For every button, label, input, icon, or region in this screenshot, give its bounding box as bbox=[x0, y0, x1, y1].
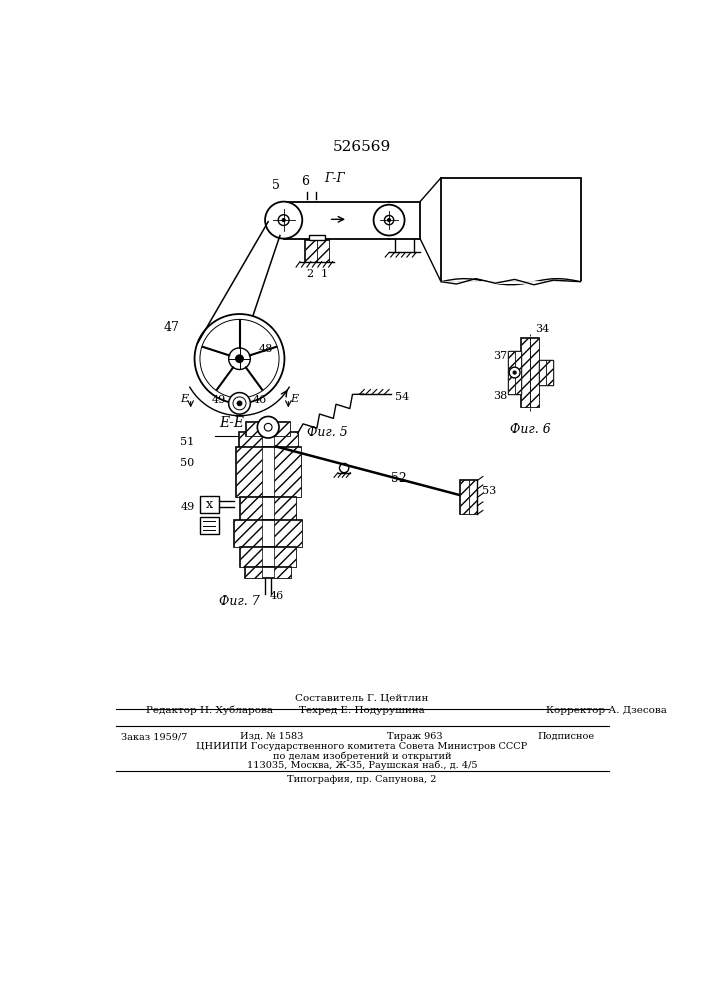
Bar bbox=[521, 338, 530, 407]
Text: 5: 5 bbox=[272, 179, 280, 192]
Circle shape bbox=[373, 205, 404, 235]
Text: Составитель Г. Цейтлин: Составитель Г. Цейтлин bbox=[296, 694, 428, 703]
Bar bbox=[469, 480, 477, 514]
Circle shape bbox=[200, 319, 279, 398]
Bar bbox=[521, 338, 539, 407]
Circle shape bbox=[228, 393, 250, 414]
Circle shape bbox=[264, 423, 272, 431]
Circle shape bbox=[513, 371, 516, 374]
Text: E: E bbox=[291, 394, 299, 404]
Text: 37: 37 bbox=[493, 351, 507, 361]
Text: 46: 46 bbox=[252, 395, 267, 405]
Circle shape bbox=[387, 219, 391, 222]
Text: Редактор Н. Хубларова: Редактор Н. Хубларова bbox=[146, 706, 274, 715]
Text: 34: 34 bbox=[534, 324, 549, 334]
Text: 46: 46 bbox=[270, 591, 284, 601]
Bar bbox=[200, 517, 218, 534]
Bar bbox=[274, 447, 300, 497]
Bar bbox=[240, 547, 262, 567]
Bar bbox=[530, 338, 539, 407]
Circle shape bbox=[265, 202, 303, 239]
Text: 50: 50 bbox=[180, 458, 194, 468]
Bar bbox=[309, 235, 325, 240]
Text: 51: 51 bbox=[180, 437, 194, 447]
Bar bbox=[305, 240, 329, 262]
Bar bbox=[274, 497, 296, 520]
Bar bbox=[245, 567, 262, 578]
Text: ЦНИИПИ Государственного комитета Совета Министров СССР: ЦНИИПИ Государственного комитета Совета … bbox=[197, 742, 527, 751]
Bar bbox=[239, 432, 262, 447]
Text: 2: 2 bbox=[306, 269, 313, 279]
Text: Заказ 1959/7: Заказ 1959/7 bbox=[121, 732, 187, 741]
Text: 47: 47 bbox=[163, 321, 179, 334]
Bar bbox=[240, 547, 296, 567]
Circle shape bbox=[339, 463, 349, 473]
Bar bbox=[547, 360, 554, 385]
Circle shape bbox=[228, 348, 250, 369]
Circle shape bbox=[257, 416, 279, 438]
Bar bbox=[239, 432, 298, 447]
Circle shape bbox=[233, 397, 246, 410]
Circle shape bbox=[194, 314, 284, 403]
Text: 54: 54 bbox=[395, 392, 409, 402]
Circle shape bbox=[235, 355, 243, 363]
Bar bbox=[235, 447, 262, 497]
Bar bbox=[515, 351, 521, 394]
Bar bbox=[200, 496, 218, 513]
Bar bbox=[247, 422, 262, 436]
Bar bbox=[539, 360, 554, 385]
Text: Фиг. 7: Фиг. 7 bbox=[218, 595, 259, 608]
Text: 1: 1 bbox=[321, 269, 328, 279]
Bar bbox=[240, 497, 296, 520]
Text: Фиг. 6: Фиг. 6 bbox=[510, 423, 551, 436]
Text: 48: 48 bbox=[259, 344, 274, 354]
Bar bbox=[305, 240, 317, 262]
Text: Подписное: Подписное bbox=[538, 732, 595, 741]
Bar bbox=[274, 567, 291, 578]
Text: Корректор А. Дзесова: Корректор А. Дзесова bbox=[546, 706, 667, 715]
Circle shape bbox=[279, 215, 289, 225]
Bar bbox=[508, 351, 521, 394]
Text: Техред Е. Подурушина: Техред Е. Подурушина bbox=[299, 706, 425, 715]
Bar bbox=[274, 547, 296, 567]
Text: 52: 52 bbox=[390, 472, 407, 485]
Text: 49: 49 bbox=[180, 502, 194, 512]
Bar bbox=[240, 497, 262, 520]
Bar bbox=[247, 422, 290, 436]
Text: 6: 6 bbox=[300, 175, 309, 188]
Text: Типография, пр. Сапунова, 2: Типография, пр. Сапунова, 2 bbox=[287, 774, 437, 784]
Bar bbox=[274, 432, 298, 447]
Bar bbox=[508, 351, 515, 394]
Bar bbox=[441, 178, 580, 282]
Text: Е-Е: Е-Е bbox=[219, 416, 244, 430]
Bar bbox=[234, 520, 262, 547]
Bar bbox=[235, 447, 300, 497]
Text: Изд. № 1583: Изд. № 1583 bbox=[240, 732, 303, 741]
Bar bbox=[274, 422, 290, 436]
Bar bbox=[234, 520, 303, 547]
Text: Тираж 963: Тираж 963 bbox=[387, 732, 443, 741]
Text: 38: 38 bbox=[493, 391, 507, 401]
Bar bbox=[245, 567, 291, 578]
Circle shape bbox=[282, 219, 285, 222]
Bar bbox=[317, 240, 329, 262]
Text: 113035, Москва, Ж-35, Раушская наб., д. 4/5: 113035, Москва, Ж-35, Раушская наб., д. … bbox=[247, 761, 477, 770]
Circle shape bbox=[237, 401, 242, 406]
Circle shape bbox=[509, 367, 520, 378]
Bar bbox=[460, 480, 477, 514]
Text: 49: 49 bbox=[212, 395, 226, 405]
Text: по делам изобретений и открытий: по делам изобретений и открытий bbox=[273, 751, 451, 761]
Text: 526569: 526569 bbox=[333, 140, 391, 154]
Bar bbox=[274, 520, 303, 547]
Circle shape bbox=[385, 215, 394, 225]
Bar bbox=[539, 360, 547, 385]
Text: x: x bbox=[206, 498, 213, 511]
Bar bbox=[460, 480, 469, 514]
Text: Г-Г: Г-Г bbox=[324, 172, 345, 185]
Text: E: E bbox=[180, 394, 188, 404]
Text: Фиг. 5: Фиг. 5 bbox=[307, 426, 347, 439]
Text: 53: 53 bbox=[482, 486, 496, 496]
